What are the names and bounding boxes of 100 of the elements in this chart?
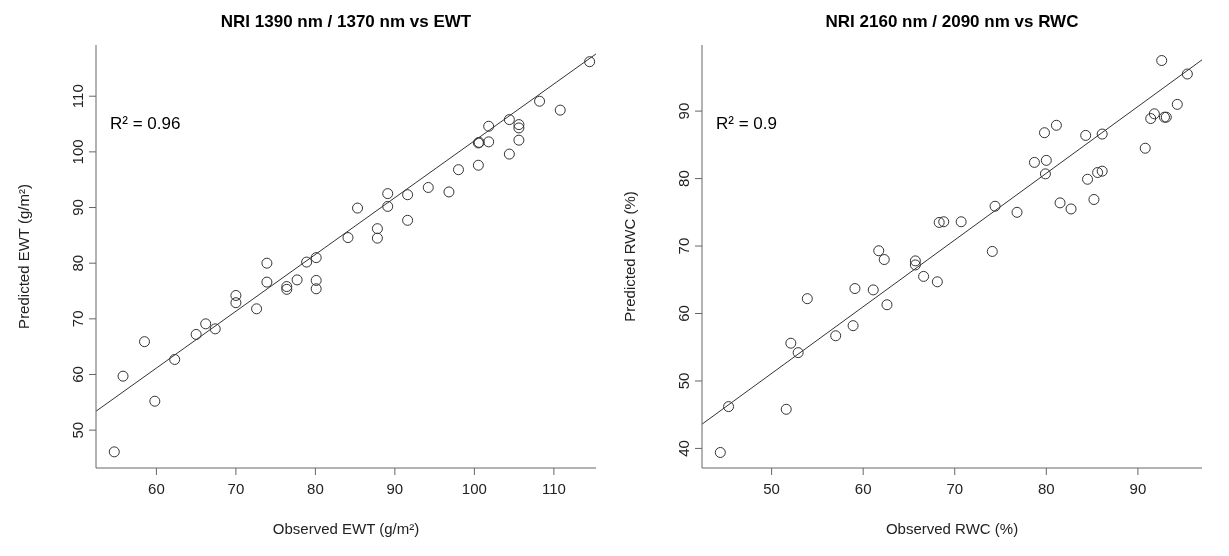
point bbox=[918, 270, 930, 282]
point bbox=[534, 95, 546, 107]
point bbox=[452, 164, 464, 176]
point bbox=[1148, 108, 1160, 120]
point bbox=[138, 336, 150, 348]
point bbox=[881, 299, 893, 311]
y-tick-label: 80 bbox=[675, 170, 692, 187]
y-tick-label: 50 bbox=[69, 421, 86, 439]
point bbox=[847, 320, 859, 332]
point bbox=[723, 401, 735, 413]
point bbox=[209, 323, 221, 335]
point bbox=[714, 446, 726, 458]
point bbox=[878, 254, 890, 266]
x-tick-label: 50 bbox=[763, 479, 780, 497]
y-tick-label: 90 bbox=[675, 102, 692, 120]
point bbox=[310, 252, 322, 264]
annotation: R² = 0.96 bbox=[110, 114, 181, 134]
point bbox=[931, 276, 943, 288]
point bbox=[342, 232, 354, 244]
y-axis-title: Predicted RWC (%) bbox=[621, 191, 639, 322]
x-axis-title: Observed RWC (%) bbox=[885, 520, 1019, 537]
point bbox=[1040, 154, 1052, 166]
point bbox=[310, 274, 322, 286]
point bbox=[1096, 165, 1108, 177]
point bbox=[1065, 203, 1077, 215]
point bbox=[371, 223, 383, 235]
point bbox=[1011, 206, 1023, 218]
point bbox=[792, 347, 804, 359]
y-tick-label: 70 bbox=[675, 237, 692, 255]
x-axis-title: Observed EWT (g/m²) bbox=[272, 520, 420, 537]
point bbox=[1145, 113, 1157, 125]
point bbox=[780, 403, 792, 415]
point bbox=[382, 200, 394, 212]
point bbox=[909, 255, 921, 267]
y-tick-label: 40 bbox=[675, 440, 692, 457]
point bbox=[867, 284, 879, 296]
point bbox=[472, 159, 484, 171]
point bbox=[261, 276, 273, 288]
point bbox=[785, 337, 797, 349]
chart-title: NRI 1390 nm / 1370 nm vs EWT bbox=[219, 12, 473, 32]
point bbox=[1054, 197, 1066, 209]
point bbox=[169, 353, 181, 365]
point bbox=[422, 181, 434, 193]
point bbox=[402, 214, 414, 226]
point bbox=[190, 328, 202, 340]
y-tick-label: 90 bbox=[69, 199, 86, 216]
point bbox=[801, 293, 813, 305]
point bbox=[938, 216, 950, 228]
point bbox=[382, 188, 394, 200]
point bbox=[251, 303, 263, 315]
point bbox=[310, 283, 322, 295]
y-tick-label: 110 bbox=[69, 84, 86, 109]
point bbox=[554, 104, 566, 116]
point bbox=[1139, 142, 1151, 154]
y-axis-title: Predicted EWT (g/m²) bbox=[15, 184, 33, 329]
y-tick-label: 50 bbox=[675, 372, 692, 390]
x-tick-label: 110 bbox=[541, 479, 566, 497]
point bbox=[149, 395, 161, 407]
point bbox=[371, 232, 383, 244]
x-tick-label: 70 bbox=[227, 479, 245, 497]
point bbox=[1080, 129, 1092, 141]
point bbox=[261, 257, 273, 269]
x-tick-label: 80 bbox=[307, 479, 324, 497]
point bbox=[291, 274, 303, 286]
point bbox=[873, 245, 885, 257]
point bbox=[200, 318, 212, 330]
y-tick-label: 70 bbox=[69, 310, 86, 328]
annotation: R² = 0.9 bbox=[716, 114, 777, 134]
point bbox=[1028, 156, 1040, 168]
point bbox=[1088, 193, 1100, 205]
point bbox=[1039, 168, 1051, 180]
point bbox=[933, 216, 945, 228]
point bbox=[830, 330, 842, 342]
point bbox=[230, 289, 242, 301]
point bbox=[352, 202, 364, 214]
point bbox=[503, 114, 515, 126]
point bbox=[1171, 98, 1183, 110]
point bbox=[1156, 55, 1168, 67]
point bbox=[1082, 173, 1094, 185]
point bbox=[301, 256, 313, 268]
x-tick-label: 60 bbox=[148, 479, 165, 497]
point bbox=[108, 446, 120, 458]
point bbox=[230, 297, 242, 309]
point bbox=[1181, 68, 1193, 80]
point bbox=[513, 134, 525, 146]
point bbox=[1096, 128, 1108, 140]
y-tick-label: 80 bbox=[69, 254, 86, 272]
x-tick-label: 70 bbox=[946, 479, 964, 497]
y-tick-label: 100 bbox=[69, 139, 86, 165]
x-tick-label: 90 bbox=[386, 479, 404, 497]
point bbox=[909, 259, 921, 271]
y-tick-label: 60 bbox=[69, 366, 86, 383]
point bbox=[117, 370, 129, 382]
chart-title: NRI 2160 nm / 2090 nm vs RWC bbox=[824, 12, 1080, 32]
point bbox=[483, 120, 495, 132]
point bbox=[584, 56, 596, 68]
point bbox=[483, 136, 495, 148]
point bbox=[989, 200, 1001, 212]
y-tick-label: 60 bbox=[675, 305, 692, 322]
point bbox=[443, 186, 455, 198]
